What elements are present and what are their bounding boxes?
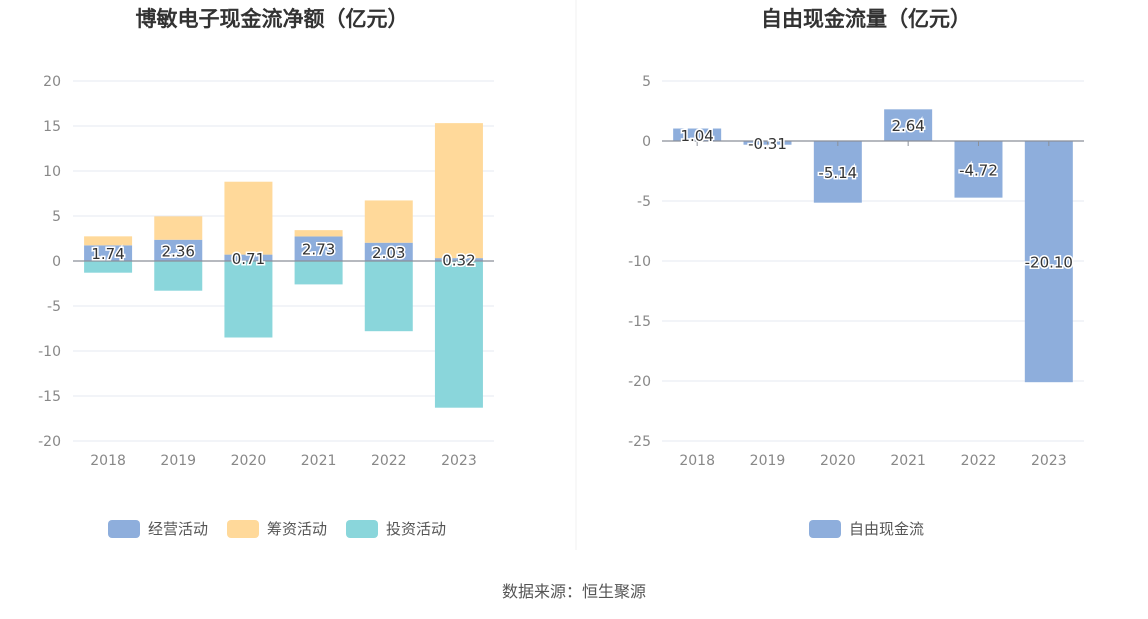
data-label: 2.73 — [302, 241, 335, 259]
y-tick-label: -5 — [47, 299, 61, 315]
bar-free-cash-flow — [813, 141, 862, 203]
y-tick-label: 5 — [52, 209, 61, 225]
cashflow-net-chart: 博敏电子现金流净额（亿元） 20 15 10 5 0 -5 -10 -15 -20 2018 2019… — [38, 7, 494, 538]
x-tick-label: 2018 — [679, 453, 715, 469]
data-label: -20.10 — [1025, 254, 1073, 272]
data-label: 2.64 — [891, 117, 924, 135]
bar-operating — [224, 254, 273, 261]
bar-financing — [224, 181, 273, 255]
bar-free-cash-flow — [884, 109, 933, 141]
data-label: 2.03 — [372, 244, 405, 262]
x-tick-label: 2021 — [890, 453, 926, 469]
chart-title: 自由现金流量（亿元） — [761, 7, 971, 31]
bar-investing — [154, 261, 203, 291]
y-tick-label: -10 — [38, 344, 61, 360]
data-label: -0.31 — [748, 135, 787, 153]
x-tick-label: 2019 — [750, 453, 786, 469]
free-cash-flow-chart: 自由现金流量（亿元） 5 0 -5 -10 -15 -20 -25 2018 2019 2020 20… — [628, 7, 1084, 538]
x-tick-label: 2018 — [90, 453, 126, 469]
data-label: -4.72 — [959, 161, 998, 179]
bar-free-cash-flow — [673, 128, 722, 141]
data-label: 2.36 — [162, 242, 195, 260]
x-tick-label: 2020 — [820, 453, 856, 469]
legend-label: 筹资活动 — [267, 520, 327, 538]
data-label: 0.71 — [232, 250, 265, 268]
bar-operating — [434, 258, 483, 261]
data-label: -5.14 — [818, 164, 857, 182]
chart-title: 博敏电子现金流净额（亿元） — [136, 7, 409, 31]
y-tick-label: 10 — [43, 164, 61, 180]
y-tick-label: -25 — [628, 434, 651, 450]
data-label: 0.32 — [442, 252, 475, 270]
y-tick-label: 0 — [642, 134, 651, 150]
bar-operating — [294, 236, 343, 261]
y-tick-label: 5 — [642, 74, 651, 90]
y-tick-label: 0 — [52, 254, 61, 270]
bar-financing — [154, 216, 203, 240]
bar-operating — [154, 239, 203, 261]
legend-swatch — [108, 520, 140, 538]
bar-investing — [434, 261, 483, 408]
data-label: 1.74 — [91, 245, 124, 263]
y-tick-label: -15 — [38, 389, 61, 405]
bar-investing — [294, 261, 343, 285]
bar-financing — [434, 123, 483, 259]
x-tick-label: 2023 — [441, 453, 477, 469]
x-tick-label: 2019 — [160, 453, 196, 469]
bar-free-cash-flow — [954, 141, 1003, 198]
legend-label: 投资活动 — [386, 520, 446, 538]
bar-financing — [84, 236, 133, 246]
legend-swatch — [227, 520, 259, 538]
bar-free-cash-flow — [1024, 141, 1073, 383]
y-tick-label: -20 — [38, 434, 61, 450]
x-tick-label: 2022 — [371, 453, 407, 469]
legend-swatch — [346, 520, 378, 538]
bar-operating — [364, 242, 413, 261]
bar-investing — [84, 261, 133, 273]
x-tick-label: 2022 — [961, 453, 997, 469]
data-label: 1.04 — [680, 127, 713, 145]
y-tick-label: 20 — [43, 74, 61, 90]
legend-label: 经营活动 — [148, 520, 208, 538]
bar-investing — [224, 261, 273, 338]
x-tick-label: 2021 — [301, 453, 337, 469]
y-tick-label: -5 — [637, 194, 651, 210]
bar-financing — [364, 200, 413, 243]
y-tick-label: -15 — [628, 314, 651, 330]
y-tick-label: 15 — [43, 119, 61, 135]
x-tick-label: 2023 — [1031, 453, 1067, 469]
legend-swatch — [809, 520, 841, 538]
bar-investing — [364, 261, 413, 332]
bar-financing — [294, 230, 343, 237]
y-tick-label: -10 — [628, 254, 651, 270]
bar-operating — [84, 245, 133, 261]
x-tick-label: 2020 — [231, 453, 267, 469]
legend-label: 自由现金流 — [849, 520, 924, 538]
data-source-footer: 数据来源：恒生聚源 — [501, 582, 646, 601]
y-tick-label: -20 — [628, 374, 651, 390]
